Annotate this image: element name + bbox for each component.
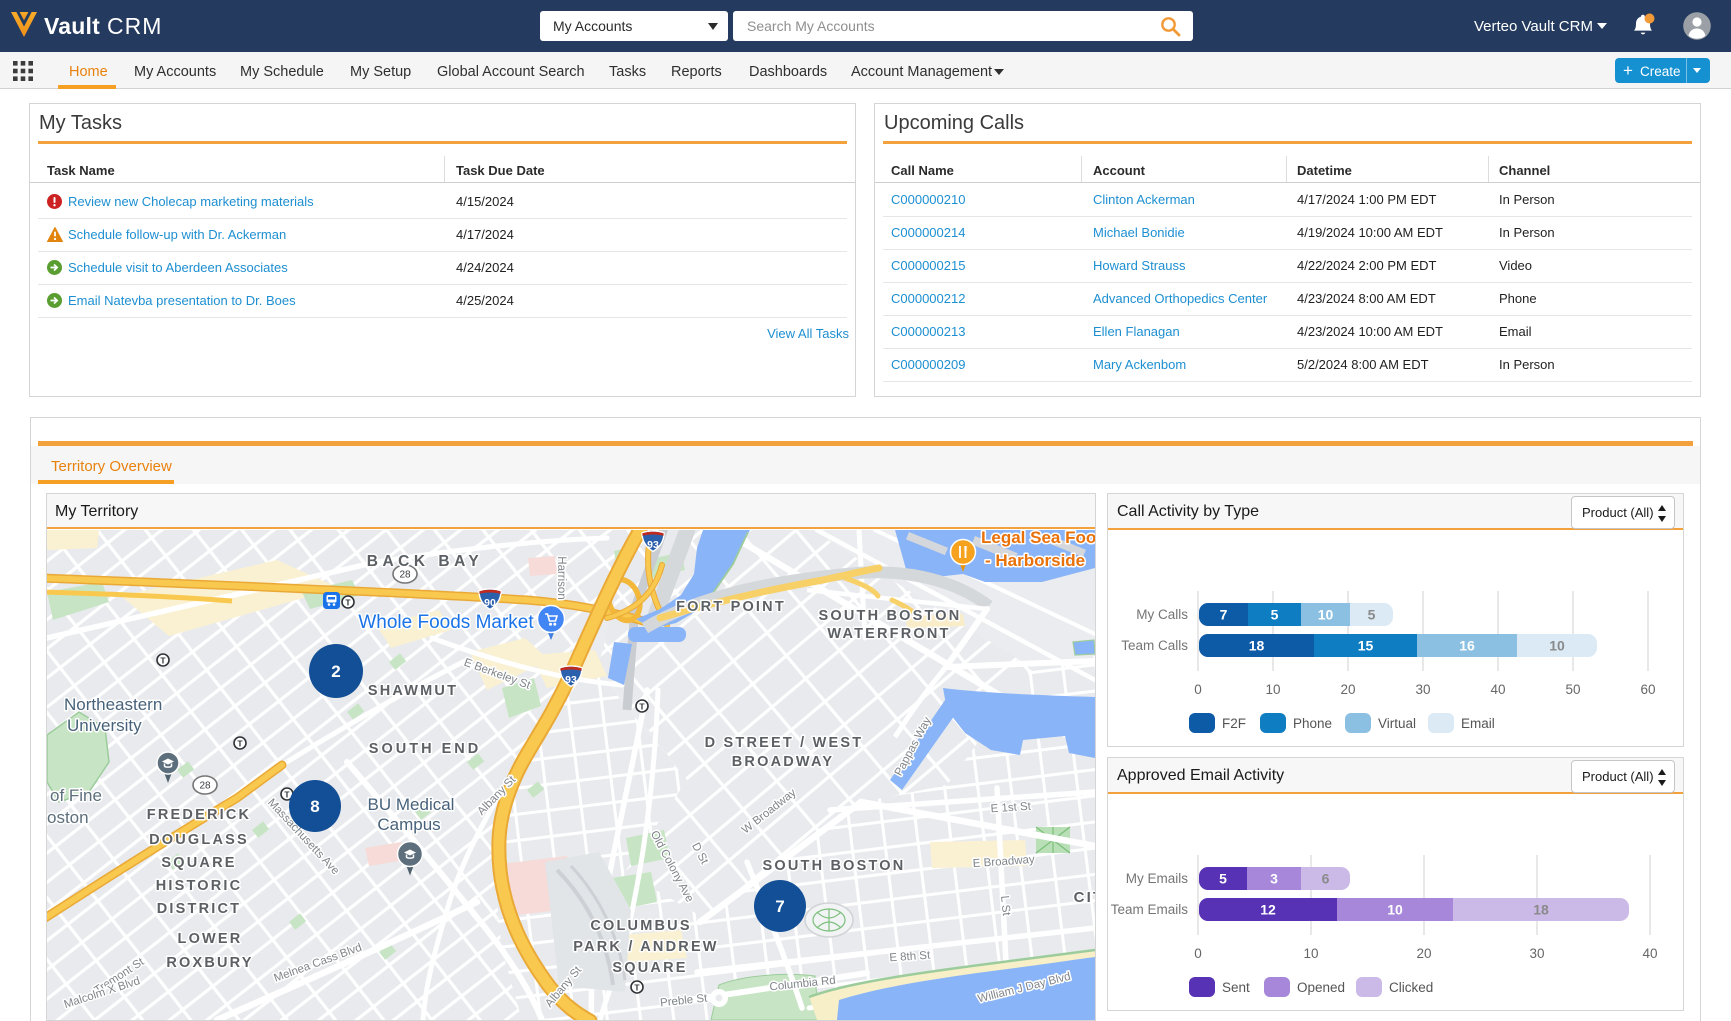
svg-text:T: T	[345, 597, 351, 607]
svg-text:T: T	[639, 701, 645, 711]
svg-text:SQUARE: SQUARE	[612, 960, 687, 976]
svg-text:FORT POINT: FORT POINT	[676, 599, 786, 615]
svg-text:2: 2	[331, 662, 340, 681]
svg-text:40: 40	[1490, 682, 1505, 697]
svg-text:FREDERICK: FREDERICK	[147, 807, 251, 823]
svg-text:0: 0	[1194, 682, 1202, 697]
svg-text:of Fine: of Fine	[50, 786, 102, 805]
svg-text:SOUTH BOSTON: SOUTH BOSTON	[819, 608, 962, 624]
svg-text:0: 0	[1194, 946, 1202, 961]
svg-text:T: T	[237, 738, 243, 748]
svg-text:5: 5	[1271, 607, 1279, 623]
svg-text:90: 90	[484, 597, 496, 609]
svg-text:10: 10	[1387, 902, 1403, 918]
svg-text:WATERFRONT: WATERFRONT	[827, 626, 950, 642]
svg-text:7: 7	[775, 897, 784, 916]
svg-text:E 1st St: E 1st St	[990, 801, 1032, 816]
svg-text:18: 18	[1249, 638, 1265, 654]
svg-text:Team Calls: Team Calls	[1121, 638, 1188, 653]
svg-text:DISTRICT: DISTRICT	[157, 901, 241, 917]
svg-text:30: 30	[1415, 682, 1430, 697]
svg-text:16: 16	[1459, 638, 1475, 654]
svg-text:SOUTH BOSTON: SOUTH BOSTON	[763, 858, 906, 874]
svg-text:ROXBURY: ROXBURY	[166, 955, 253, 971]
svg-text:Harrison: Harrison	[555, 556, 567, 599]
svg-text:Team Emails: Team Emails	[1111, 902, 1189, 917]
svg-text:7: 7	[1220, 607, 1228, 623]
svg-text:50: 50	[1565, 682, 1580, 697]
svg-text:30: 30	[1529, 946, 1544, 961]
svg-text:SQUARE: SQUARE	[161, 855, 236, 871]
svg-text:60: 60	[1640, 682, 1655, 697]
svg-text:Northeastern: Northeastern	[64, 695, 162, 714]
svg-text:8: 8	[310, 797, 319, 816]
svg-text:LOWER: LOWER	[178, 931, 243, 947]
svg-text:Campus: Campus	[377, 815, 440, 834]
svg-text:18: 18	[1533, 902, 1549, 918]
svg-text:- Harborside: - Harborside	[985, 551, 1085, 570]
svg-text:SHAWMUT: SHAWMUT	[368, 683, 458, 699]
svg-text:oston: oston	[47, 808, 89, 827]
svg-text:6: 6	[1322, 871, 1330, 887]
svg-text:5: 5	[1219, 871, 1227, 887]
svg-text:F2F: F2F	[1222, 716, 1246, 731]
svg-text:Whole Foods Market: Whole Foods Market	[358, 612, 534, 633]
svg-text:12: 12	[1260, 902, 1276, 918]
svg-text:Email: Email	[1461, 716, 1495, 731]
svg-text:BACK BAY: BACK BAY	[367, 553, 483, 570]
svg-text:COLUMBUS: COLUMBUS	[590, 918, 691, 934]
svg-text:E 8th St: E 8th St	[889, 950, 931, 965]
svg-text:PARK / ANDREW: PARK / ANDREW	[573, 939, 718, 955]
svg-text:28: 28	[199, 781, 211, 792]
svg-text:BROADWAY: BROADWAY	[732, 754, 834, 770]
svg-text:5: 5	[1368, 607, 1376, 623]
svg-text:93: 93	[647, 539, 659, 551]
svg-text:T: T	[284, 789, 290, 799]
svg-text:Sent: Sent	[1222, 980, 1250, 995]
svg-text:20: 20	[1340, 682, 1355, 697]
svg-text:My Calls: My Calls	[1136, 607, 1188, 622]
svg-text:T: T	[160, 655, 166, 665]
svg-text:Virtual: Virtual	[1378, 716, 1416, 731]
svg-text:Clicked: Clicked	[1389, 980, 1433, 995]
svg-text:DOUGLASS: DOUGLASS	[149, 832, 249, 848]
svg-text:10: 10	[1303, 946, 1318, 961]
svg-text:My Emails: My Emails	[1126, 871, 1189, 886]
svg-text:Phone: Phone	[1293, 716, 1332, 731]
svg-text:10: 10	[1318, 607, 1334, 623]
svg-text:Opened: Opened	[1297, 980, 1345, 995]
svg-text:E Broadway: E Broadway	[972, 854, 1035, 870]
svg-text:University: University	[67, 716, 142, 735]
svg-text:Legal Sea Foo: Legal Sea Foo	[981, 530, 1095, 547]
svg-text:20: 20	[1416, 946, 1431, 961]
svg-text:SOUTH END: SOUTH END	[369, 741, 481, 757]
svg-text:10: 10	[1549, 638, 1565, 654]
svg-text:40: 40	[1642, 946, 1657, 961]
svg-text:3: 3	[1270, 871, 1278, 887]
svg-text:CIT: CIT	[1074, 889, 1095, 906]
svg-text:28: 28	[399, 570, 411, 581]
svg-text:L St: L St	[998, 895, 1012, 917]
svg-text:HISTORIC: HISTORIC	[156, 878, 243, 894]
svg-text:D STREET / WEST: D STREET / WEST	[705, 735, 864, 751]
svg-text:BU Medical: BU Medical	[368, 795, 455, 814]
svg-text:15: 15	[1358, 638, 1374, 654]
svg-text:T: T	[634, 982, 640, 992]
svg-text:93: 93	[565, 674, 577, 686]
svg-text:10: 10	[1265, 682, 1280, 697]
